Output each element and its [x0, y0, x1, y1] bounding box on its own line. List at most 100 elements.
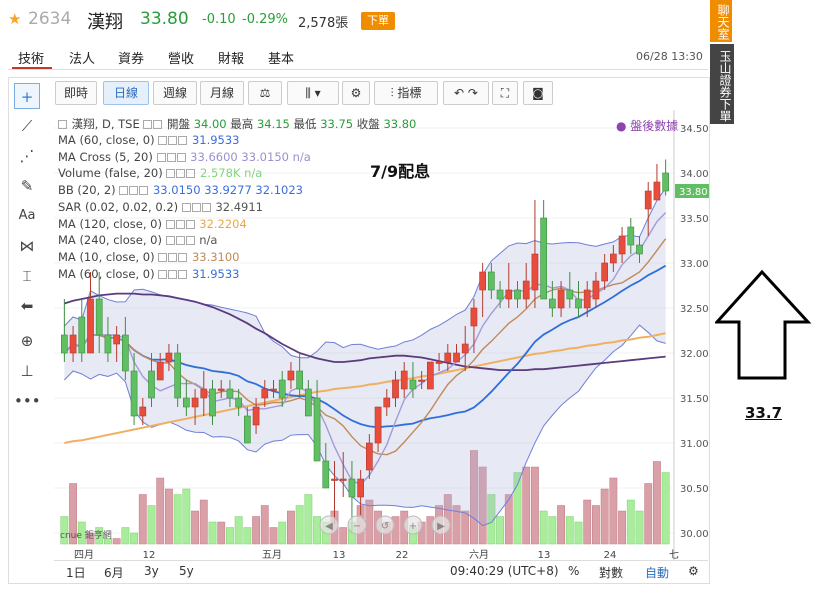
settings-gear-icon[interactable]: ⚙: [342, 81, 370, 105]
tab-institutional[interactable]: 法人: [69, 52, 96, 67]
broker-order-tab[interactable]: 玉山證券下單: [710, 44, 734, 124]
indicator-controls-icon[interactable]: [155, 250, 192, 264]
zoom-control-icon[interactable]: [375, 515, 395, 535]
x-tick-label: 六月: [469, 549, 489, 560]
trend-line-icon[interactable]: ⟋: [21, 117, 33, 135]
more-icon[interactable]: •••: [14, 392, 41, 410]
text-tool-icon[interactable]: Aa: [18, 208, 36, 223]
candle-body: [104, 334, 112, 354]
candle-body: [357, 478, 364, 498]
candle-body: [444, 352, 452, 363]
daily-button[interactable]: 日線: [103, 81, 149, 105]
indicator-value: 31.9533: [191, 266, 240, 281]
indicator-value: 33.9277: [204, 183, 252, 198]
tab-revenue[interactable]: 營收: [168, 52, 195, 67]
range-6m[interactable]: 6月: [104, 566, 124, 580]
candle-body: [235, 397, 242, 408]
tab-technical[interactable]: 技術: [18, 52, 45, 67]
candle-body: [592, 280, 600, 300]
zoom-control-glyph: ◀: [325, 521, 333, 532]
candle-body: [383, 397, 391, 408]
measure-tool-icon[interactable]: ⌶: [22, 267, 32, 285]
indicator-controls-icon[interactable]: [162, 233, 199, 247]
weekly-button[interactable]: 週線: [153, 81, 197, 105]
volume-bar: [574, 521, 583, 545]
volume-bar: [313, 516, 321, 545]
ma20-line: [63, 264, 667, 429]
chart-type-button[interactable]: ⫼ ▾: [287, 81, 339, 105]
chat-room-tab[interactable]: 聊天室: [710, 0, 732, 42]
order-button[interactable]: 下單: [361, 12, 395, 30]
indicator-legend: Volume (false, 20) 2.578K n/a: [58, 166, 262, 180]
range-3y[interactable]: 3y: [144, 564, 159, 578]
indicator-label: MA (60, close, 0): [58, 266, 155, 281]
candle-body: [514, 289, 521, 300]
zoom-control-glyph: ▶: [437, 521, 445, 532]
indicator-label: BB (20, 2): [58, 183, 116, 198]
zoom-control-icon[interactable]: [431, 515, 451, 535]
candle-body: [488, 271, 495, 291]
zoom-icon[interactable]: ⊕: [20, 332, 34, 350]
indicators-button[interactable]: ⫶ 指標: [374, 81, 438, 105]
intraday-button[interactable]: 即時: [55, 81, 97, 105]
candle-body: [461, 343, 469, 354]
auto-toggle[interactable]: 自動: [645, 566, 670, 580]
crosshair-icon[interactable]: +: [14, 83, 40, 109]
camera-icon[interactable]: ◙: [523, 81, 553, 105]
bottom-settings-icon[interactable]: ⚙: [688, 564, 699, 578]
candle-body: [261, 388, 269, 399]
ruler-icon[interactable]: ⊥: [20, 362, 34, 380]
indicator-value: 33.6600: [190, 149, 238, 164]
after-hours-label[interactable]: ● 盤後數據: [616, 119, 679, 133]
fib-tool-icon[interactable]: ⋰: [19, 147, 35, 165]
zoom-control-icon[interactable]: [319, 515, 339, 535]
volume-bar: [234, 516, 243, 545]
fullscreen-icon[interactable]: ⛶: [492, 81, 518, 105]
stock-price: 33.80: [140, 9, 189, 29]
candle-body: [496, 289, 504, 300]
candle-body: [549, 298, 556, 309]
indicator-label: MA Cross (5, 20): [58, 149, 153, 164]
bollinger-band: [64, 188, 666, 526]
volume-bar: [513, 472, 522, 545]
indicator-controls-icon[interactable]: [163, 166, 200, 180]
volume-bar: [217, 521, 226, 545]
zoom-control-icon[interactable]: [347, 515, 367, 535]
collapse-icon[interactable]: [58, 120, 67, 129]
last-price-tag: [675, 184, 709, 198]
undo-redo-icon[interactable]: ↶ ↷: [443, 81, 489, 105]
log-toggle[interactable]: 對數: [599, 566, 624, 580]
volume-bar: [635, 510, 644, 545]
pattern-tool-icon[interactable]: ⋈: [19, 237, 35, 255]
range-5y[interactable]: 5y: [179, 564, 194, 578]
indicator-controls-icon[interactable]: [153, 150, 190, 164]
indicator-value: 33.0150: [241, 149, 289, 164]
volume-bar: [86, 532, 95, 545]
brush-icon[interactable]: ✎: [20, 177, 34, 195]
monthly-button[interactable]: 月線: [200, 81, 244, 105]
indicator-controls-icon[interactable]: [178, 200, 215, 214]
tab-basic[interactable]: 基本: [268, 52, 295, 67]
compare-icon[interactable]: ⚖: [248, 81, 282, 105]
indicator-label: SAR (0.02, 0.02, 0.2): [58, 199, 179, 214]
tab-margin[interactable]: 資券: [118, 52, 145, 67]
favorite-star-icon[interactable]: ★: [8, 10, 22, 28]
x-tick-label: 22: [396, 550, 409, 560]
percent-toggle[interactable]: %: [568, 564, 580, 578]
indicator-value: 31.9533: [191, 133, 240, 147]
indicator-controls-icon[interactable]: [155, 133, 192, 147]
range-1d[interactable]: 1日: [66, 566, 86, 580]
indicator-value: 2.578K: [200, 166, 241, 181]
volume-bar: [522, 466, 531, 545]
indicator-legend: MA (10, close, 0) 33.3100: [58, 250, 240, 264]
back-arrow-icon[interactable]: ⬅: [20, 297, 34, 315]
price-chart[interactable]: 34.50 34.00 33.50 33.00 32.50 32.00 31.50 31.00…: [54, 110, 710, 560]
zoom-control-icon[interactable]: [403, 515, 423, 535]
candle-body: [95, 298, 103, 336]
indicator-controls-icon[interactable]: [162, 217, 199, 231]
indicator-controls-icon[interactable]: [155, 267, 192, 281]
x-tick-label: 五月: [262, 549, 282, 560]
tab-financials[interactable]: 財報: [218, 52, 245, 67]
candle-body: [270, 388, 277, 391]
indicator-controls-icon[interactable]: [116, 183, 153, 197]
